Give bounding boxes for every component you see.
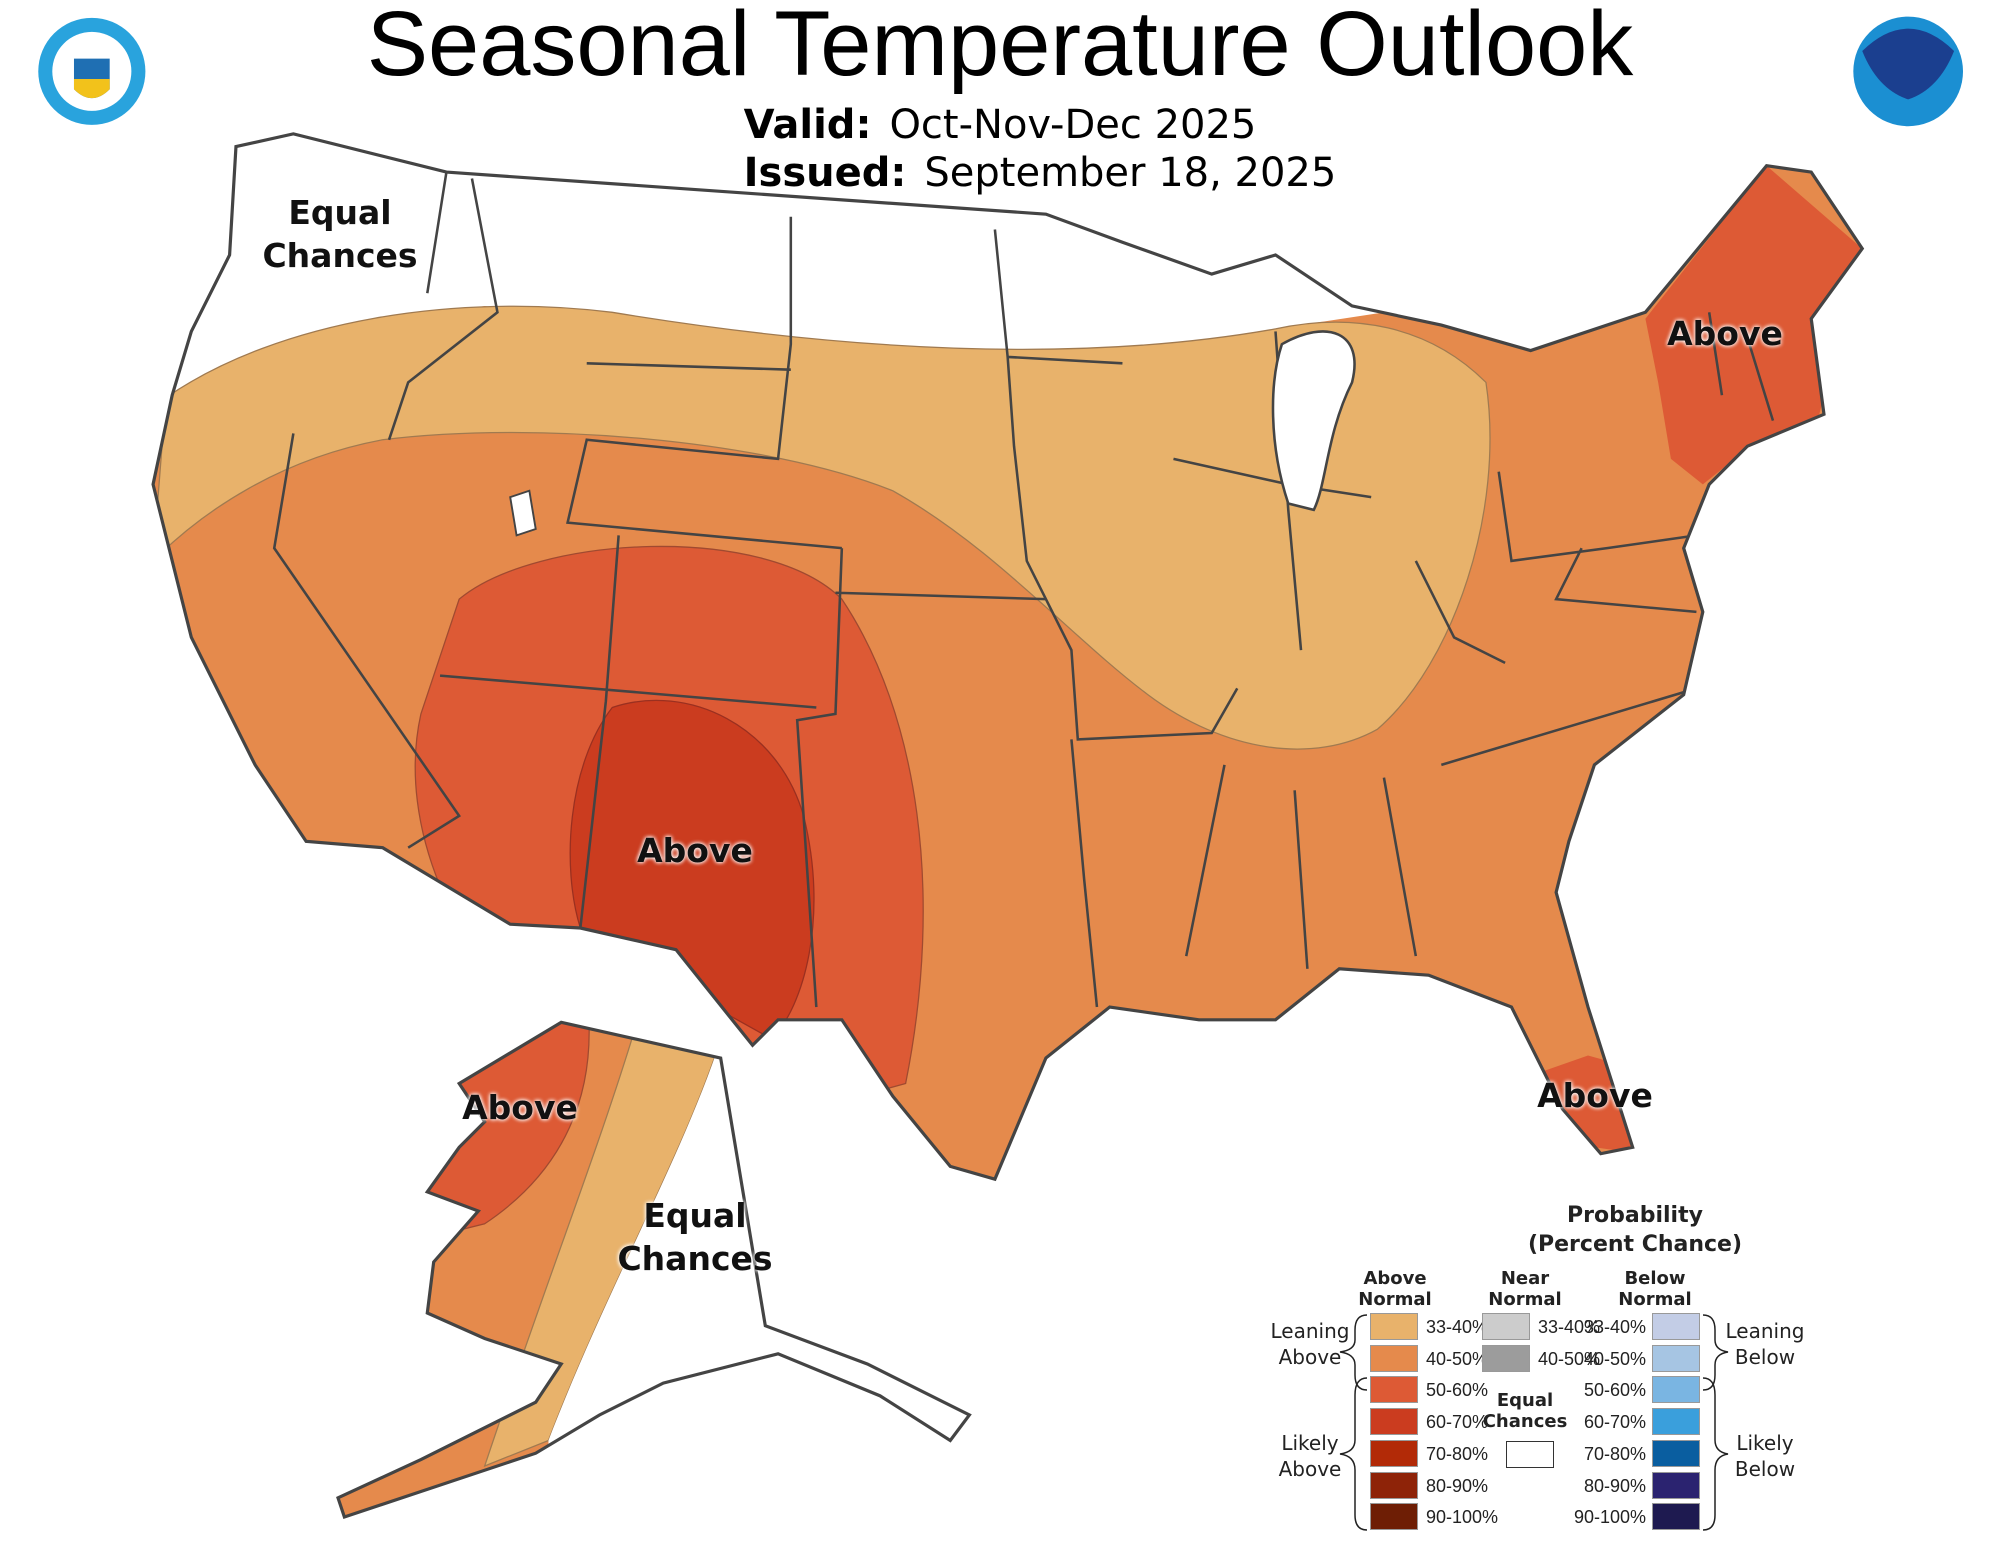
page-title: Seasonal Temperature Outlook bbox=[366, 0, 1634, 95]
conus-outline bbox=[151, 132, 1865, 1182]
legend-below-range: 80-90% bbox=[1583, 1475, 1646, 1496]
great-salt-lake bbox=[509, 489, 537, 537]
legend-above-swatch bbox=[1370, 1376, 1418, 1404]
equal-chances-swatch bbox=[1506, 1441, 1554, 1468]
region-33-40 bbox=[153, 305, 1491, 750]
valid-line: Valid: Oct-Nov-Dec 2025 bbox=[0, 102, 2000, 148]
leaning-below-label: Leaning Below bbox=[1725, 1319, 1805, 1369]
legend-below-swatch bbox=[1652, 1313, 1700, 1340]
legend-near-range: 33-40% bbox=[1538, 1317, 1601, 1337]
legend-below-swatch bbox=[1652, 1439, 1700, 1467]
below-header: Below Normal bbox=[1618, 1268, 1692, 1310]
legend-below-swatch bbox=[1652, 1344, 1700, 1372]
legend-near-range: 40-50% bbox=[1538, 1348, 1601, 1369]
legend-title-line1: Probability bbox=[1567, 1203, 1703, 1228]
legend-below-swatch bbox=[1652, 1471, 1700, 1499]
legend-below-range: 90-100% bbox=[1573, 1507, 1646, 1528]
legend-above-swatch bbox=[1370, 1344, 1418, 1372]
valid-label: Valid: bbox=[743, 102, 872, 148]
legend-above-range: 70-80% bbox=[1426, 1443, 1489, 1464]
legend-above-swatch bbox=[1370, 1408, 1418, 1436]
issued-label: Issued: bbox=[743, 150, 907, 196]
legend-title-line2: (Percent Chance) bbox=[1527, 1231, 1743, 1257]
logo-commerce bbox=[38, 17, 146, 125]
label-equal-chances-alaska: Equal Chances bbox=[617, 1196, 773, 1278]
label-equal-chances-northwest: Equal Chances bbox=[262, 193, 418, 275]
label-above-northeast: Above bbox=[1667, 314, 1783, 353]
legend-above-range: 50-60% bbox=[1426, 1380, 1489, 1401]
label-above-southwest: Above bbox=[637, 831, 753, 870]
logo-noaa bbox=[1853, 16, 1964, 127]
legend-near-swatch bbox=[1482, 1344, 1530, 1372]
legend-above-swatch bbox=[1370, 1313, 1418, 1340]
legend-below-swatch bbox=[1652, 1408, 1700, 1436]
legend-above-swatch bbox=[1370, 1503, 1418, 1531]
legend-below-range: 70-80% bbox=[1583, 1443, 1646, 1464]
legend-above-range: 33-40% bbox=[1426, 1317, 1489, 1337]
lake-michigan bbox=[1271, 330, 1356, 512]
region-50-60-northeast bbox=[1645, 165, 1863, 485]
legend-below-range: 33-40% bbox=[1583, 1317, 1646, 1337]
leaning-above-label: Leaning Above bbox=[1270, 1319, 1350, 1369]
legend-below-range: 50-60% bbox=[1583, 1380, 1646, 1401]
issued-line: Issued: September 18, 2025 bbox=[40, 150, 2000, 196]
legend-above-range: 60-70% bbox=[1426, 1412, 1489, 1433]
near-header: Near Normal bbox=[1488, 1268, 1562, 1310]
likely-above-label: Likely Above bbox=[1278, 1431, 1342, 1481]
legend-above-swatch bbox=[1370, 1439, 1418, 1467]
label-above-florida: Above bbox=[1537, 1076, 1653, 1115]
legend-below-swatch bbox=[1652, 1376, 1700, 1404]
alaska-outline bbox=[336, 1020, 972, 1519]
legend-above-swatch bbox=[1370, 1471, 1418, 1499]
legend-below-swatch bbox=[1652, 1503, 1700, 1531]
legend-near-swatch bbox=[1482, 1313, 1530, 1340]
label-above-alaska: Above bbox=[462, 1088, 578, 1127]
valid-value: Oct-Nov-Dec 2025 bbox=[889, 102, 1257, 148]
legend-above-range: 80-90% bbox=[1426, 1475, 1489, 1496]
equal-chances-label: Equal Chances bbox=[1482, 1390, 1568, 1432]
legend-above-range: 90-100% bbox=[1426, 1507, 1499, 1528]
legend-below-range: 40-50% bbox=[1583, 1348, 1646, 1369]
legend-above-range: 40-50% bbox=[1426, 1348, 1489, 1369]
likely-below-label: Likely Below bbox=[1734, 1431, 1796, 1481]
issued-value: September 18, 2025 bbox=[924, 150, 1337, 196]
legend: Probability (Percent Chance) Above Normal… bbox=[1270, 1190, 2000, 1545]
legend-title: Probability (Percent Chance) bbox=[1270, 1202, 2000, 1259]
legend-below-range: 60-70% bbox=[1583, 1412, 1646, 1433]
legend-braces bbox=[1339, 1314, 1729, 1531]
above-header: Above Normal bbox=[1358, 1268, 1432, 1310]
